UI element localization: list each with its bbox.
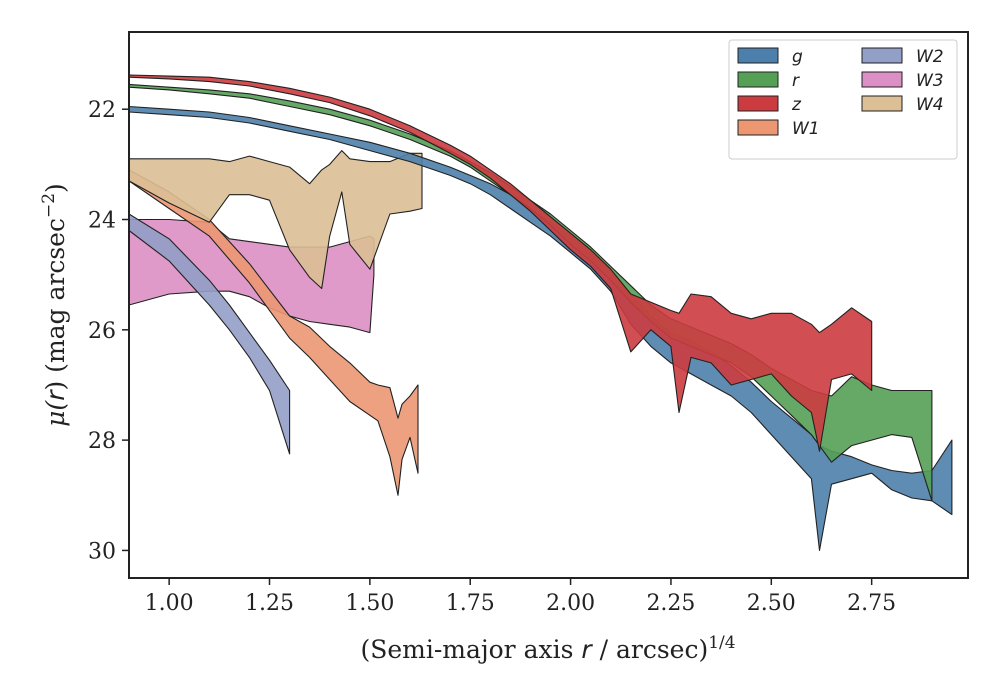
y-axis: 22 24 26 28 30 [88, 98, 129, 564]
x-tick-label: 1.00 [145, 591, 194, 616]
legend-frame [728, 39, 958, 160]
legend-swatch-g [737, 47, 779, 64]
x-tick-label: 2.75 [847, 591, 896, 616]
legend-label-w3: W3 [916, 71, 944, 91]
x-tick-label: 1.50 [345, 591, 394, 616]
series-band-w2 [128, 213, 291, 455]
legend-swatch-w3 [861, 71, 903, 88]
legend: grz W1 W2 W3 W4 [728, 39, 958, 160]
series-band-w1 [128, 169, 419, 496]
y-tick-label: 22 [88, 98, 116, 123]
series-band-w4 [128, 150, 423, 290]
legend-label-w4: W4 [916, 95, 944, 115]
legend-swatch-r [737, 71, 779, 88]
series-band-z [128, 74, 873, 452]
x-tick-label: 2.25 [646, 591, 695, 616]
legend-swatch-w1 [737, 119, 779, 136]
plot-frame [128, 31, 969, 579]
y-tick-label: 28 [88, 429, 116, 454]
y-tick-label: 26 [88, 319, 116, 344]
legend-label-r: r [792, 71, 800, 91]
x-axis-label: (Semi-major axis r / arcsec)1/4 [360, 633, 735, 664]
legend-label-z: z [791, 95, 802, 115]
y-axis-label: μ(r) (mag arcsec−2) [39, 183, 70, 427]
legend-swatch-w2 [861, 47, 903, 64]
legend-label-w2: W2 [916, 47, 944, 67]
y-tick-label: 24 [88, 209, 116, 234]
legend-label-w1: W1 [792, 119, 820, 139]
x-axis: 1.00 1.25 1.50 1.75 2.00 2.25 2.50 2.75 [145, 578, 896, 616]
series-layer [128, 74, 953, 551]
x-tick-label: 2.50 [747, 591, 796, 616]
x-tick-label: 2.00 [546, 591, 595, 616]
legend-swatch-w4 [861, 95, 903, 112]
y-tick-label: 30 [88, 539, 116, 564]
x-tick-label: 1.25 [245, 591, 294, 616]
legend-label-g: g [792, 47, 803, 67]
x-tick-label: 1.75 [446, 591, 495, 616]
legend-swatch-z [737, 95, 779, 112]
